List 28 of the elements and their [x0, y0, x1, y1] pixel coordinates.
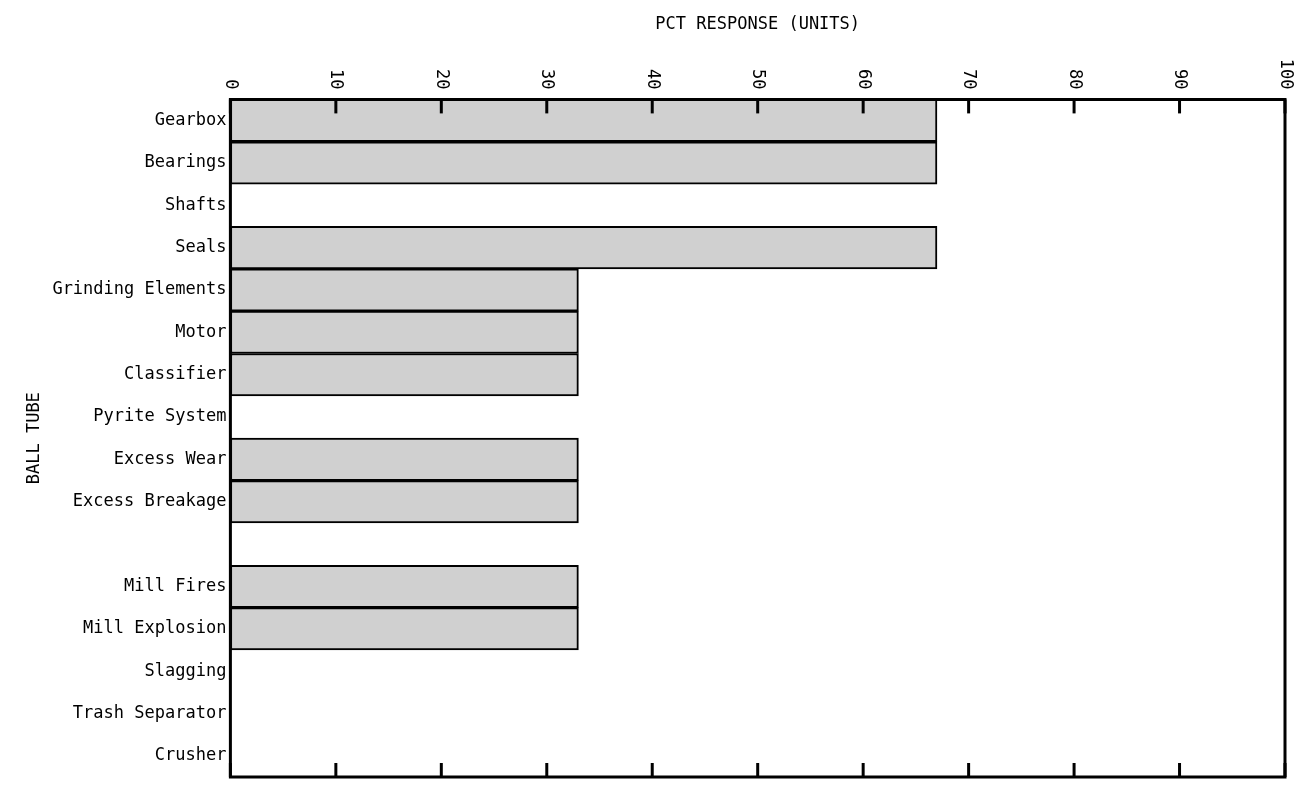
- x-tick-label: 100: [1276, 58, 1297, 90]
- x-tick-label: 60: [854, 68, 875, 90]
- y-tick-label: Crusher: [154, 744, 227, 765]
- x-tick-label: 0: [221, 79, 242, 90]
- y-tick-label: Bearings: [144, 151, 227, 172]
- x-tick-label: 50: [749, 68, 770, 90]
- y-tick-label: Trash Separator: [72, 701, 227, 722]
- y-tick-label: Seals: [175, 236, 227, 257]
- y-tick-label: Mill Fires: [124, 574, 227, 595]
- y-tick-label: Motor: [175, 320, 227, 341]
- y-tick-label: Shafts: [164, 193, 227, 214]
- y-tick-label: Classifier: [124, 363, 227, 384]
- x-tick-label: 30: [538, 68, 559, 90]
- y-axis-title: BALL TUBE: [22, 392, 43, 485]
- x-tick-label: 70: [960, 68, 981, 90]
- y-tick-label: Slagging: [144, 659, 227, 680]
- x-tick-label: 20: [432, 68, 453, 90]
- x-tick-label: 80: [1065, 68, 1086, 90]
- y-tick-label: Grinding Elements: [52, 278, 227, 299]
- y-tick-label: Excess Wear: [113, 447, 227, 468]
- x-axis-title: PCT RESPONSE (UNITS): [655, 12, 861, 33]
- y-tick-label: Gearbox: [154, 109, 227, 129]
- y-tick-label: Mill Explosion: [83, 617, 227, 638]
- y-tick-label: Excess Breakage: [72, 490, 227, 511]
- x-tick-label: 40: [643, 68, 664, 90]
- x-tick-label: 10: [327, 68, 348, 90]
- x-tick-label: 90: [1171, 68, 1192, 90]
- y-tick-label: Pyrite System: [93, 405, 227, 426]
